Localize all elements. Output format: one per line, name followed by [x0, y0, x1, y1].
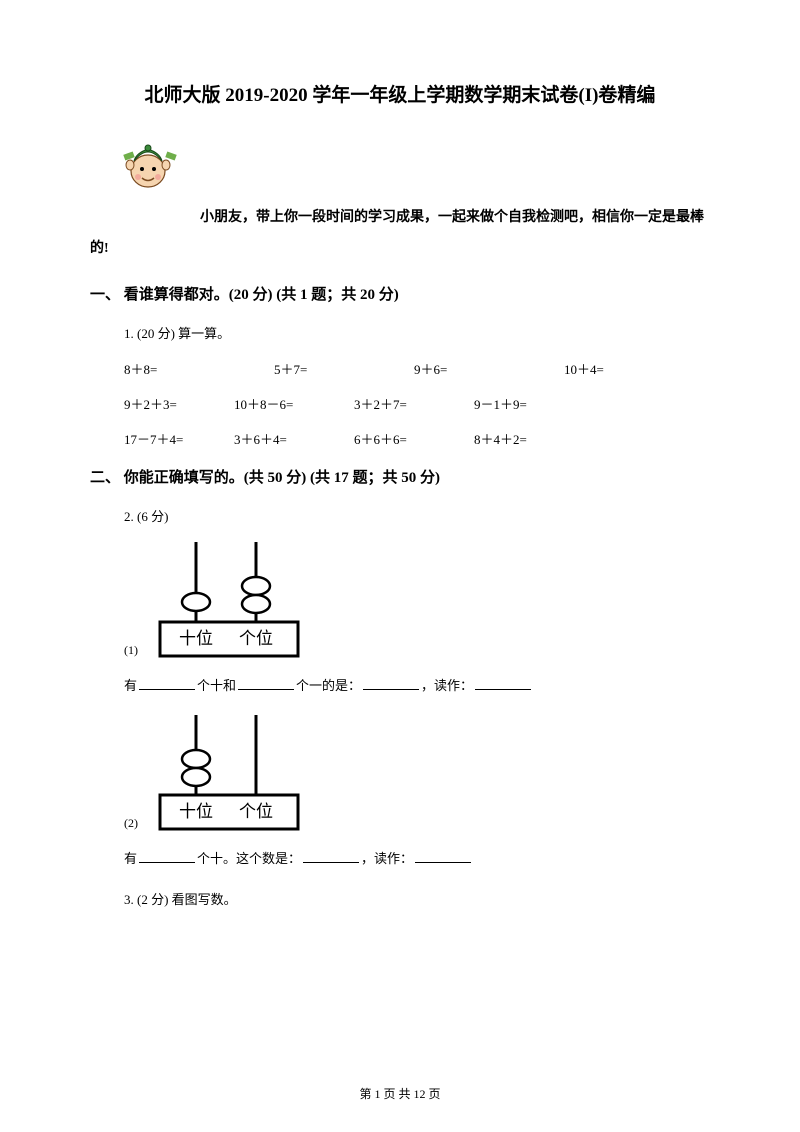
mascot-row	[90, 135, 710, 195]
svg-text:十位: 十位	[179, 802, 213, 821]
expr: 10＋8－6=	[234, 394, 354, 413]
section2-header: 二、 你能正确填写的。(共 50 分) (共 17 题；共 50 分)	[90, 466, 710, 487]
fill-line-2: 有 个十。这个数是： ，读作：	[124, 845, 710, 874]
math-row-2: 9＋2＋3= 10＋8－6= 3＋2＋7= 9－1＋9=	[124, 394, 710, 413]
abacus-2-icon: 十位 个位	[146, 715, 316, 835]
expr: 10＋4=	[564, 359, 604, 378]
math-row-1: 8＋8= 5＋7= 9＋6= 10＋4=	[124, 359, 710, 378]
abacus-2-container: (2) 十位 个位	[124, 715, 710, 835]
blank[interactable]	[363, 676, 419, 690]
fill-text: 有	[124, 678, 137, 693]
blank[interactable]	[238, 676, 294, 690]
expr: 9－1＋9=	[474, 394, 527, 413]
blank[interactable]	[139, 676, 195, 690]
fill-text: 有	[124, 851, 137, 866]
expr: 6＋6＋6=	[354, 429, 474, 448]
svg-text:个位: 个位	[239, 802, 273, 821]
abacus-1-icon: 十位 个位	[146, 542, 316, 662]
blank[interactable]	[475, 676, 531, 690]
intro-line1: 小朋友，带上你一段时间的学习成果，一起来做个自我检测吧，相信你一定是最棒	[200, 210, 704, 225]
expr: 8＋4＋2=	[474, 429, 527, 448]
blank[interactable]	[139, 849, 195, 863]
question-2: 2. (6 分)	[124, 505, 710, 528]
fill-text: 个一的是：	[296, 678, 361, 693]
expr: 17－7＋4=	[124, 429, 234, 448]
svg-text:十位: 十位	[179, 629, 213, 648]
section1-header: 一、 看谁算得都对。(20 分) (共 1 题；共 20 分)	[90, 283, 710, 304]
fill-text: ，读作：	[361, 851, 413, 866]
expr: 9＋2＋3=	[124, 394, 234, 413]
expr: 5＋7=	[274, 359, 414, 378]
page-title: 北师大版 2019-2020 学年一年级上学期数学期末试卷(I)卷精编	[90, 80, 710, 107]
intro-text: 小朋友，带上你一段时间的学习成果，一起来做个自我检测吧，相信你一定是最棒 的!	[90, 203, 710, 265]
expr: 9＋6=	[414, 359, 564, 378]
expr: 8＋8=	[124, 359, 274, 378]
sub1-label: (1)	[124, 643, 138, 658]
svg-text:个位: 个位	[239, 629, 273, 648]
fill-line-1: 有 个十和 个一的是： ，读作：	[124, 672, 710, 701]
fill-text: 个十。这个数是：	[197, 851, 301, 866]
question-1: 1. (20 分) 算一算。	[124, 322, 710, 345]
mascot-icon	[120, 135, 180, 195]
fill-text: ，读作：	[421, 678, 473, 693]
blank[interactable]	[303, 849, 359, 863]
expr: 3＋6＋4=	[234, 429, 354, 448]
expr: 3＋2＋7=	[354, 394, 474, 413]
intro-line2: 的!	[90, 234, 710, 265]
blank[interactable]	[415, 849, 471, 863]
fill-text: 个十和	[197, 678, 236, 693]
page-footer: 第 1 页 共 12 页	[0, 1085, 800, 1102]
question-3: 3. (2 分) 看图写数。	[124, 888, 710, 911]
abacus-1-container: (1) 十位 个位	[124, 542, 710, 662]
math-row-3: 17－7＋4= 3＋6＋4= 6＋6＋6= 8＋4＋2=	[124, 429, 710, 448]
sub2-label: (2)	[124, 816, 138, 831]
